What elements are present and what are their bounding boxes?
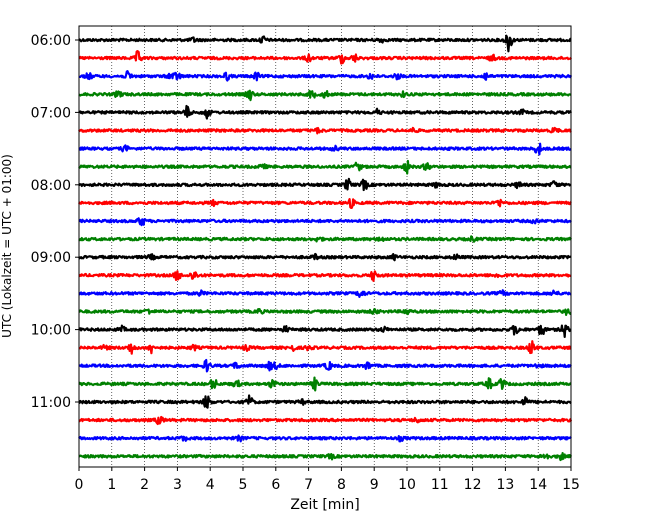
- seismogram-trace-1130: [78, 434, 572, 443]
- plot-frame: [78, 25, 572, 468]
- x-tick-label: 13: [496, 477, 514, 493]
- seismogram-trace-0815: [78, 198, 572, 209]
- seismogram-trace-0645: [78, 89, 572, 102]
- y-tick-label: 08:00: [31, 178, 71, 194]
- x-tick-label: 5: [239, 477, 248, 493]
- y-axis-label: UTC (Lokalzeit = UTC + 01:00): [0, 154, 14, 338]
- seismogram-trace-1045: [78, 376, 572, 392]
- seismogram-trace-0600: [78, 34, 572, 53]
- x-tick-label: 1: [107, 477, 116, 493]
- x-tick-label: 14: [529, 477, 547, 493]
- seismogram-trace-1115: [78, 415, 573, 426]
- seismogram-trace-0615: [78, 50, 572, 65]
- seismogram-trace-0945: [78, 308, 572, 316]
- x-axis-ticks: 0 1 2 3 4 5 6 7 8 9 10 11 12 13 14 15: [75, 467, 580, 493]
- x-tick-label: 8: [337, 477, 346, 493]
- seismogram-trace-1030: [78, 358, 572, 373]
- x-tick-label: 10: [398, 477, 416, 493]
- x-tick-label: 12: [464, 477, 482, 493]
- seismogram-trace-0630: [78, 70, 573, 82]
- x-tick-label: 9: [370, 477, 379, 493]
- x-tick-label: 3: [173, 477, 182, 493]
- x-axis-label: Zeit [min]: [290, 497, 359, 513]
- seismogram-trace-0830: [78, 217, 572, 227]
- seismogram-trace-1015: [78, 340, 572, 355]
- x-tick-label: 15: [562, 477, 580, 493]
- y-tick-label: 06:00: [31, 33, 71, 49]
- x-tick-label: 4: [206, 477, 215, 493]
- seismogram-trace-1000: [77, 324, 572, 338]
- seismogram-trace-0915: [78, 270, 572, 282]
- x-tick-label: 6: [271, 477, 280, 493]
- x-tick-label: 11: [431, 477, 449, 493]
- x-tick-label: 7: [304, 477, 313, 493]
- y-axis-ticks: 06:00 07:00 08:00 09:00 10:00 11:00: [31, 33, 79, 411]
- y-tick-label: 10:00: [31, 323, 71, 339]
- seismogram-trace-0800: [78, 177, 572, 192]
- y-tick-label: 11:00: [31, 395, 71, 411]
- y-tick-label: 07:00: [31, 105, 71, 121]
- seismogram-trace-0715: [78, 126, 572, 135]
- y-tick-label: 09:00: [31, 250, 71, 266]
- seismogram-trace-0745: [78, 159, 572, 175]
- seismogram-trace-1145: [78, 452, 573, 462]
- x-tick-label: 2: [140, 477, 149, 493]
- seismogram-traces: [77, 34, 573, 462]
- seismogram-trace-0930: [78, 289, 572, 298]
- seismogram-trace-0700: [78, 104, 572, 120]
- seismogram-trace-1100: [78, 394, 572, 409]
- x-tick-label: 0: [75, 477, 84, 493]
- seismogram-trace-0730: [78, 142, 572, 156]
- seismogram-trace-0845: [78, 235, 572, 243]
- seismogram-trace-0900: [78, 252, 572, 262]
